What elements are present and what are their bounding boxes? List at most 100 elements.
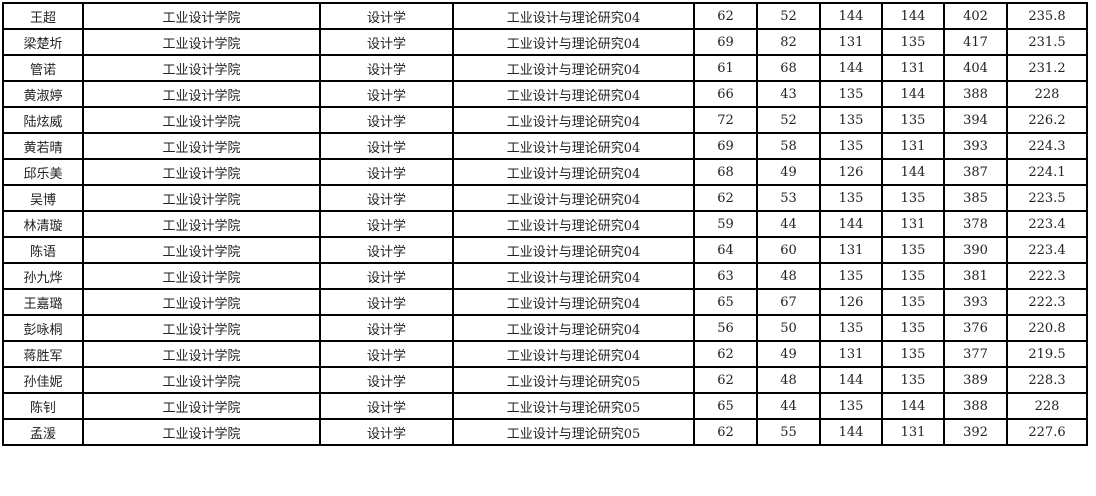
cell-score-subject1: 131 — [819, 28, 883, 56]
cell-discipline: 设计学 — [319, 262, 454, 290]
cell-score-subject1: 144 — [819, 418, 883, 446]
cell-name: 陆炫威 — [2, 106, 84, 134]
cell-name: 黄淑婷 — [2, 80, 84, 108]
cell-score-politics: 61 — [693, 54, 758, 82]
cell-discipline: 设计学 — [319, 210, 454, 238]
cell-discipline: 设计学 — [319, 80, 454, 108]
cell-score-politics: 62 — [693, 366, 758, 394]
cell-score-subject1: 135 — [819, 314, 883, 342]
cell-name: 陈语 — [2, 236, 84, 264]
cell-name: 孙九烨 — [2, 262, 84, 290]
cell-score-language: 48 — [756, 366, 821, 394]
cell-score-subject2: 135 — [881, 288, 945, 316]
cell-discipline: 设计学 — [319, 158, 454, 186]
cell-discipline: 设计学 — [319, 2, 454, 30]
cell-total-score: 377 — [943, 340, 1008, 368]
cell-discipline: 设计学 — [319, 236, 454, 264]
cell-score-subject2: 131 — [881, 210, 945, 238]
table-row: 陈钊 工业设计学院 设计学 工业设计与理论研究05 65 44 135 144 388 228 — [2, 392, 1088, 420]
cell-name: 黄若晴 — [2, 132, 84, 160]
cell-composite-score: 231.5 — [1006, 28, 1088, 56]
table-row: 吴博 工业设计学院 设计学 工业设计与理论研究04 62 53 135 135 385 223.5 — [2, 184, 1088, 212]
table-row: 黄若晴 工业设计学院 设计学 工业设计与理论研究04 69 58 135 131 393 224.… — [2, 132, 1088, 160]
cell-name: 管诺 — [2, 54, 84, 82]
cell-composite-score: 224.3 — [1006, 132, 1088, 160]
cell-composite-score: 226.2 — [1006, 106, 1088, 134]
cell-school: 工业设计学院 — [82, 132, 321, 160]
cell-score-subject1: 135 — [819, 184, 883, 212]
cell-direction: 工业设计与理论研究05 — [452, 366, 695, 394]
cell-school: 工业设计学院 — [82, 288, 321, 316]
cell-direction: 工业设计与理论研究04 — [452, 340, 695, 368]
table-row: 彭咏桐 工业设计学院 设计学 工业设计与理论研究04 56 50 135 135 376 220.… — [2, 314, 1088, 342]
cell-school: 工业设计学院 — [82, 106, 321, 134]
cell-direction: 工业设计与理论研究04 — [452, 314, 695, 342]
cell-score-language: 68 — [756, 54, 821, 82]
cell-score-subject2: 144 — [881, 158, 945, 186]
cell-direction: 工业设计与理论研究04 — [452, 80, 695, 108]
cell-name: 王嘉璐 — [2, 288, 84, 316]
cell-discipline: 设计学 — [319, 288, 454, 316]
cell-total-score: 378 — [943, 210, 1008, 238]
cell-score-language: 52 — [756, 2, 821, 30]
cell-composite-score: 223.4 — [1006, 236, 1088, 264]
cell-score-politics: 56 — [693, 314, 758, 342]
cell-composite-score: 222.3 — [1006, 262, 1088, 290]
cell-score-subject2: 135 — [881, 340, 945, 368]
cell-total-score: 417 — [943, 28, 1008, 56]
cell-composite-score: 227.6 — [1006, 418, 1088, 446]
cell-score-subject2: 131 — [881, 418, 945, 446]
cell-score-subject1: 126 — [819, 288, 883, 316]
cell-school: 工业设计学院 — [82, 28, 321, 56]
cell-score-subject1: 135 — [819, 132, 883, 160]
cell-composite-score: 224.1 — [1006, 158, 1088, 186]
cell-school: 工业设计学院 — [82, 392, 321, 420]
cell-score-politics: 63 — [693, 262, 758, 290]
cell-composite-score: 235.8 — [1006, 2, 1088, 30]
cell-total-score: 392 — [943, 418, 1008, 446]
cell-discipline: 设计学 — [319, 132, 454, 160]
cell-score-subject2: 135 — [881, 314, 945, 342]
cell-school: 工业设计学院 — [82, 236, 321, 264]
cell-score-language: 50 — [756, 314, 821, 342]
cell-name: 蒋胜军 — [2, 340, 84, 368]
cell-score-language: 67 — [756, 288, 821, 316]
cell-score-subject1: 135 — [819, 106, 883, 134]
cell-score-language: 44 — [756, 210, 821, 238]
cell-score-politics: 69 — [693, 28, 758, 56]
cell-score-politics: 68 — [693, 158, 758, 186]
cell-score-politics: 65 — [693, 392, 758, 420]
cell-score-subject1: 144 — [819, 54, 883, 82]
cell-total-score: 389 — [943, 366, 1008, 394]
cell-score-language: 43 — [756, 80, 821, 108]
table-row: 林清璇 工业设计学院 设计学 工业设计与理论研究04 59 44 144 131 378 223.… — [2, 210, 1088, 238]
cell-school: 工业设计学院 — [82, 210, 321, 238]
cell-direction: 工业设计与理论研究04 — [452, 262, 695, 290]
cell-score-subject1: 144 — [819, 210, 883, 238]
cell-score-subject2: 144 — [881, 2, 945, 30]
cell-discipline: 设计学 — [319, 28, 454, 56]
cell-school: 工业设计学院 — [82, 54, 321, 82]
cell-composite-score: 220.8 — [1006, 314, 1088, 342]
cell-score-politics: 62 — [693, 2, 758, 30]
cell-direction: 工业设计与理论研究04 — [452, 210, 695, 238]
cell-direction: 工业设计与理论研究04 — [452, 132, 695, 160]
cell-direction: 工业设计与理论研究04 — [452, 2, 695, 30]
cell-total-score: 393 — [943, 288, 1008, 316]
cell-composite-score: 228.3 — [1006, 366, 1088, 394]
cell-direction: 工业设计与理论研究05 — [452, 418, 695, 446]
cell-score-subject1: 131 — [819, 340, 883, 368]
cell-composite-score: 222.3 — [1006, 288, 1088, 316]
cell-direction: 工业设计与理论研究04 — [452, 158, 695, 186]
cell-composite-score: 219.5 — [1006, 340, 1088, 368]
cell-score-subject1: 144 — [819, 366, 883, 394]
cell-school: 工业设计学院 — [82, 418, 321, 446]
cell-school: 工业设计学院 — [82, 184, 321, 212]
cell-school: 工业设计学院 — [82, 2, 321, 30]
cell-name: 邱乐美 — [2, 158, 84, 186]
cell-total-score: 388 — [943, 392, 1008, 420]
cell-name: 梁楚圻 — [2, 28, 84, 56]
table-row: 管诺 工业设计学院 设计学 工业设计与理论研究04 61 68 144 131 404 231.2 — [2, 54, 1088, 82]
cell-score-politics: 62 — [693, 418, 758, 446]
cell-score-subject2: 144 — [881, 392, 945, 420]
